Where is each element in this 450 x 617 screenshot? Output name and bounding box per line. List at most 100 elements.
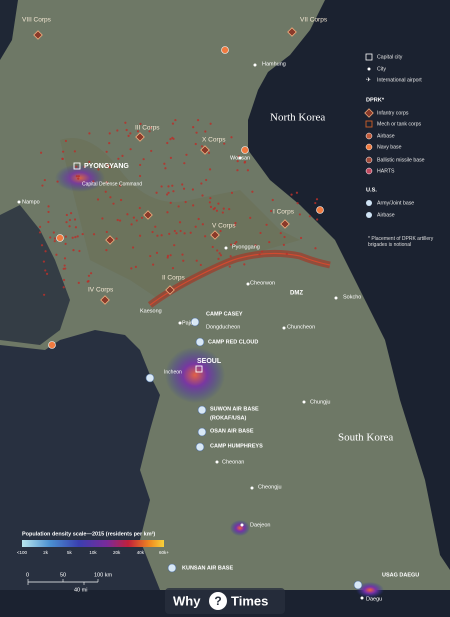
brigade-dot [183,232,186,235]
brigade-dot [138,174,142,178]
brigade-dot [154,225,157,228]
density [356,582,384,598]
brigade-dot [197,217,200,221]
brigade-dot [75,165,78,168]
brigade-dot [279,231,282,235]
legend-label: Airbase [377,212,395,218]
label: I Corps [273,209,295,216]
label: Paju [182,320,193,326]
brigade-dot [185,153,188,156]
brigade-dot [208,201,211,204]
label: Capital Defense Command [82,181,142,187]
city-icon [253,63,257,67]
corps-icon [210,230,220,240]
brigade-dot [179,229,182,233]
brigade-dot [87,279,90,283]
brigade-dot [285,252,288,255]
brigade-dot [177,205,180,208]
brigade-dot [55,253,58,256]
brigade-dot [169,138,172,141]
brigade-dot [68,225,71,228]
brigade-dot [63,264,66,267]
brigade-dot [172,190,175,193]
brigade-dot [77,177,80,180]
scale-bar [22,540,164,547]
brigade-dot [125,128,128,132]
city-icon [302,400,306,404]
brigade-dot [105,249,108,252]
label: X Corps [202,137,226,144]
brigade-dot [183,162,186,165]
watermark-text: ? [214,594,221,608]
brigade-dot [47,205,50,208]
brigade-dot [194,225,197,228]
brigade-dot [77,175,80,178]
label: VII Corps [300,17,328,24]
brigade-dot [65,221,68,224]
brigade-dot [92,233,96,236]
legend-icon [366,212,372,218]
label: OSAN AIR BASE [210,428,254,434]
brigade-dot [192,126,195,129]
brigade-dot [169,201,172,204]
brigade-dot [87,274,91,277]
brigade-dot [246,169,250,172]
brigade-dot [43,178,46,182]
brigade-dot [207,151,211,154]
label: Cheonan [222,459,244,465]
city-icon [250,486,254,490]
brigade-dot [127,134,130,137]
brigade-dot [166,141,169,145]
label: Chuncheon [287,324,315,330]
corps-icon [105,235,115,245]
corps-icon [135,132,145,142]
brigade-dot [251,190,254,193]
label: Wonsan [230,155,250,161]
brigade-dot [290,193,293,196]
city-icon [282,326,286,330]
brigade-dot [96,198,100,201]
brigade-dot [175,232,178,235]
brigade-dot [228,208,231,211]
brigade-dot [56,180,59,183]
label: Cheongju [258,484,282,490]
brigade-dot [208,168,212,171]
label: Nampo [22,199,40,205]
brigade-dot [195,131,198,134]
brigade-dot [64,139,68,143]
brigade-dot [81,232,84,236]
brigade-dot [173,244,176,247]
label: Hamhung [262,61,286,67]
brigade-dot [53,237,57,240]
brigade-dot [167,185,170,188]
brigade-dot [152,263,155,266]
label: KUNSAN AIR BASE [182,565,233,571]
brigade-dot [211,245,214,249]
brigade-dot [61,157,64,160]
brigade-dot [108,142,111,145]
brigade-dot [88,132,91,135]
brigade-dot [168,232,171,235]
brigade-dot [295,191,299,194]
city-icon [240,523,244,527]
brigade-dot [47,220,50,224]
legend-icon [367,67,371,71]
legend-icon [366,200,372,206]
brigade-dot [126,213,129,216]
brigade-dot [299,236,303,240]
brigade-dot [181,253,184,256]
brigade-dot [116,218,119,222]
brigade-dot [164,167,167,170]
brigade-dot [298,213,302,216]
city-icon [224,246,228,250]
brigade-dot [49,236,52,239]
label: USAG DAEGU [382,572,419,578]
brigade-dot [106,164,109,167]
label: Daegu [366,596,382,602]
brigade-dot [270,209,273,213]
brigade-dot [68,218,72,222]
navy-icon [48,341,56,349]
brigade-dot [139,122,142,125]
brigade-dot [178,221,182,224]
brigade-dot [136,130,140,133]
